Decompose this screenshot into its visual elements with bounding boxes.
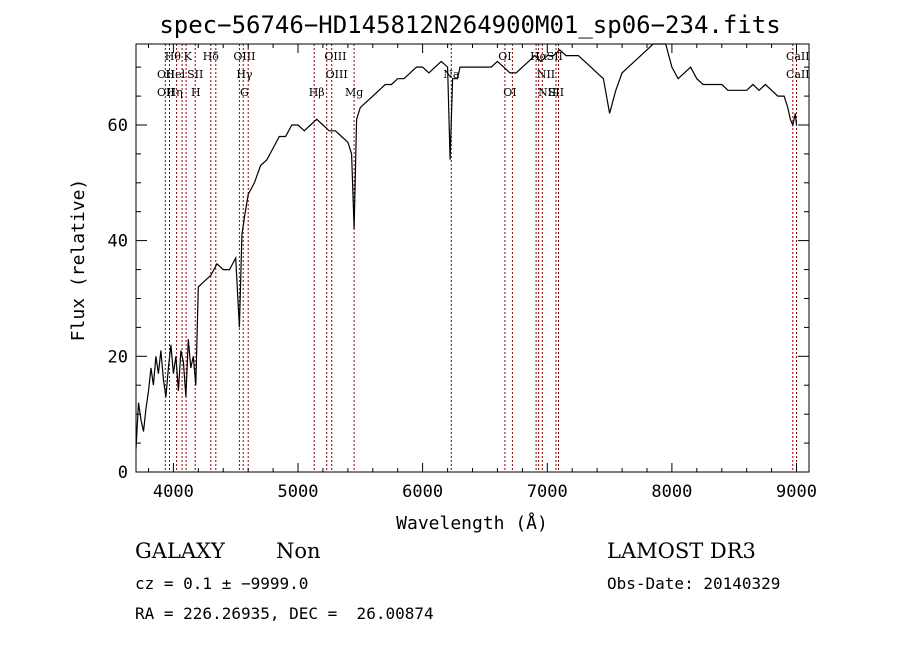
x-tick-label: 4000 (153, 482, 194, 502)
y-tick-label: 20 (108, 347, 128, 367)
marker-label: OI (498, 50, 511, 63)
y-axis-label: Flux (relative) (68, 179, 89, 342)
marker-label: SII (548, 86, 564, 99)
y-tick-label: 0 (118, 463, 128, 483)
marker-label: OIII (326, 68, 348, 81)
marker-label: OII (157, 86, 175, 99)
x-tick-label: 7000 (527, 482, 568, 502)
marker-label: Hθ (165, 50, 182, 63)
marker-label: OII (157, 68, 175, 81)
emission-line-markers (164, 44, 797, 472)
marker-label: SII (547, 50, 563, 63)
marker-label: Hα (530, 50, 548, 63)
marker-label: Hδ (203, 50, 220, 63)
coordinates-readout: RA = 226.26935, DEC = 26.00874 (135, 604, 434, 623)
x-tick-label: 5000 (278, 482, 319, 502)
object-subclass: Non (276, 539, 321, 563)
survey-name: LAMOST DR3 (607, 539, 756, 563)
marker-label: Hη (167, 86, 183, 99)
redshift-readout: cz = 0.1 ± −9999.0 (135, 574, 309, 593)
object-class: GALAXY (135, 539, 225, 563)
x-tick-label: 8000 (651, 482, 692, 502)
y-tick-label: 60 (108, 116, 128, 136)
marker-label: OIII (324, 50, 346, 63)
x-tick-label: 9000 (776, 482, 817, 502)
y-axis-ticks: 0 20 40 60 (108, 66, 809, 483)
marker-label: Hβ (309, 86, 325, 99)
marker-label: Hγ (236, 68, 253, 81)
marker-label: H (191, 86, 201, 99)
chart-title: spec−56746−HD145812N264900M01_sp06−234.f… (159, 11, 780, 39)
marker-label: CaII (786, 68, 810, 81)
spectrum-line (135, 43, 798, 449)
marker-label: K (184, 50, 193, 63)
plot-frame (135, 43, 810, 473)
marker-label: CaII (786, 50, 810, 63)
marker-label: NII (538, 86, 556, 99)
marker-label: G (240, 86, 249, 99)
obs-date: Obs-Date: 20140329 (607, 574, 781, 593)
x-axis-label: Wavelength (Å) (396, 512, 548, 534)
marker-label: Hel (165, 68, 185, 81)
marker-label: OI (503, 86, 516, 99)
y-tick-label: 40 (108, 232, 128, 252)
marker-label: Mg (345, 86, 363, 99)
marker-label: SII (187, 68, 203, 81)
x-axis-ticks: 4000 5000 6000 7000 8000 9000 (148, 44, 817, 502)
marker-label: OIII (233, 50, 255, 63)
marker-label: NII (537, 68, 555, 81)
x-tick-label: 6000 (402, 482, 443, 502)
